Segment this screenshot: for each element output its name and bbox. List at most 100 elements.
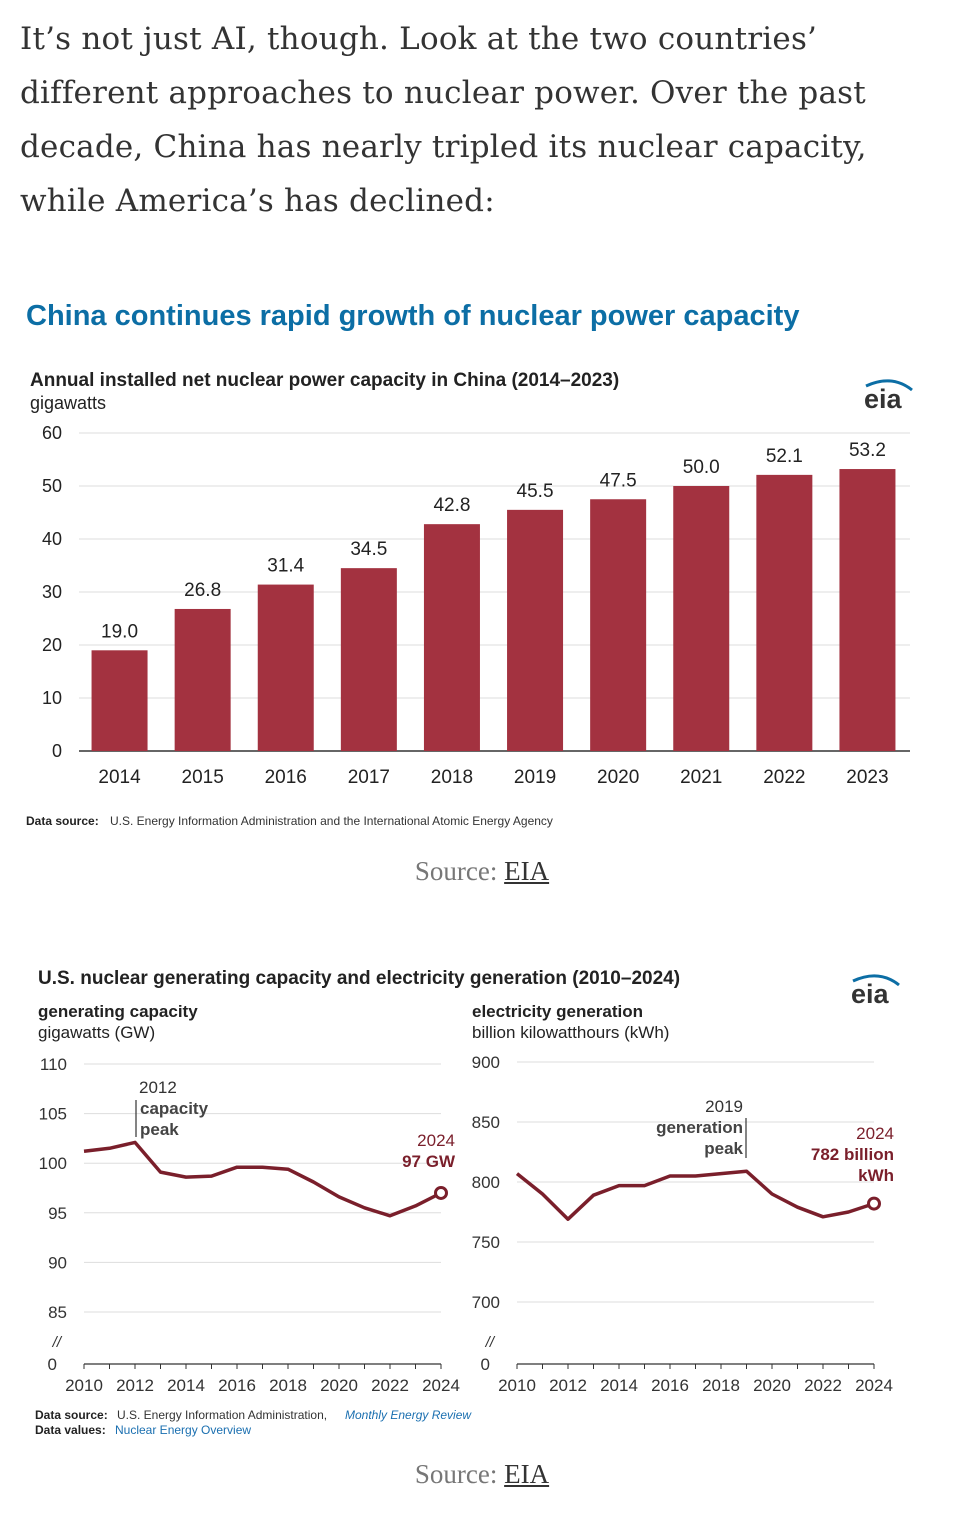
source-link[interactable]: Monthly Energy Review: [345, 1408, 472, 1422]
caption-1: Source: EIA: [0, 856, 964, 887]
data-label: 47.5: [600, 470, 637, 491]
source-link[interactable]: EIA: [504, 856, 550, 886]
x-tick-label: 2010: [65, 1376, 103, 1395]
source-text: U.S. Energy Information Administration a…: [110, 814, 553, 828]
china-capacity-chart: China continues rapid growth of nuclear …: [26, 300, 913, 828]
data-label: 19.0: [101, 621, 138, 642]
left-panel-unit: gigawatts (GW): [38, 1023, 155, 1042]
series-line: [515, 1169, 875, 1221]
annotation-text: peak: [704, 1139, 743, 1158]
eia-logo-arc: [852, 974, 900, 987]
y-tick-label: 60: [42, 423, 62, 443]
y-tick-label: 0: [52, 741, 62, 761]
source-link[interactable]: EIA: [504, 1459, 550, 1489]
source-label: Data source:: [35, 1408, 108, 1422]
y-tick-label: 0: [48, 1355, 57, 1374]
eia-logo: eia: [864, 384, 903, 414]
x-tick-label: 2024: [855, 1376, 893, 1395]
annotation-year: 2012: [139, 1078, 177, 1097]
bar: [839, 469, 896, 751]
x-tick-label: 2015: [182, 767, 224, 788]
values-link[interactable]: Nuclear Energy Overview: [115, 1423, 251, 1437]
x-tick-label: 2010: [498, 1376, 536, 1395]
left-panel-label: generating capacity: [38, 1002, 198, 1021]
y-tick-label: 40: [42, 529, 62, 549]
y-tick-label: 20: [42, 635, 62, 655]
bar: [673, 486, 730, 751]
axis-break: //: [52, 1334, 63, 1351]
annotation-value: 782 billion: [811, 1145, 894, 1164]
data-label: 45.5: [517, 481, 554, 502]
x-tick-label: 2016: [651, 1376, 689, 1395]
x-tick-label: 2019: [514, 767, 556, 788]
right-panel-label: electricity generation: [472, 1002, 643, 1021]
data-label: 50.0: [683, 457, 720, 478]
eia-logo: eia: [851, 979, 890, 1009]
y-tick-label: 105: [39, 1105, 67, 1124]
chart-title: Annual installed net nuclear power capac…: [30, 370, 619, 391]
annotation-value: 97 GW: [402, 1152, 456, 1171]
y-tick-label: 0: [481, 1355, 490, 1374]
annotation-year: 2024: [417, 1131, 455, 1150]
x-tick-label: 2018: [431, 767, 473, 788]
endpoint-marker: [434, 1185, 448, 1200]
x-tick-label: 2022: [371, 1376, 409, 1395]
chart-title: U.S. nuclear generating capacity and ele…: [38, 968, 680, 989]
us-nuclear-chart: U.S. nuclear generating capacity and ele…: [35, 968, 900, 1437]
data-label: 26.8: [184, 580, 221, 601]
x-tick-label: 2022: [763, 767, 805, 788]
y-tick-label: 100: [39, 1154, 67, 1173]
axis-break: //: [485, 1334, 496, 1351]
data-label: 52.1: [766, 446, 803, 467]
annotation-year: 2019: [705, 1097, 743, 1116]
y-tick-label: 110: [40, 1055, 67, 1074]
x-tick-label: 2016: [265, 767, 307, 788]
x-tick-label: 2023: [846, 767, 888, 788]
data-label: 42.8: [433, 495, 470, 516]
x-tick-label: 2016: [218, 1376, 256, 1395]
data-label: 31.4: [267, 556, 304, 577]
y-tick-label: 50: [42, 476, 62, 496]
y-tick-label: 900: [472, 1053, 500, 1072]
bar: [507, 509, 564, 751]
x-tick-label: 2012: [549, 1376, 587, 1395]
x-tick-label: 2020: [597, 767, 639, 788]
values-label: Data values:: [35, 1423, 106, 1437]
bar: [91, 650, 148, 751]
annotation-value: kWh: [858, 1166, 894, 1185]
x-tick-label: 2018: [702, 1376, 740, 1395]
y-tick-label: 95: [48, 1204, 67, 1223]
source-text: U.S. Energy Information Administration,: [117, 1408, 327, 1422]
x-tick-label: 2020: [320, 1376, 358, 1395]
bar: [423, 524, 480, 751]
x-tick-label: 2020: [753, 1376, 791, 1395]
x-tick-label: 2021: [680, 767, 722, 788]
bar: [756, 474, 813, 751]
bar: [340, 568, 397, 751]
y-tick-label: 85: [48, 1303, 67, 1322]
bar: [257, 584, 314, 751]
x-tick-label: 2012: [116, 1376, 154, 1395]
eia-logo-arc: [865, 379, 913, 392]
y-tick-label: 30: [42, 582, 62, 602]
y-tick-label: 10: [42, 688, 62, 708]
article-paragraph: It’s not just AI, though. Look at the tw…: [20, 21, 867, 219]
series-line: [83, 1140, 442, 1218]
caption-prefix: Source:: [414, 1459, 505, 1489]
x-tick-label: 2018: [269, 1376, 307, 1395]
y-tick-label: 750: [472, 1233, 500, 1252]
bar: [174, 608, 231, 751]
bar: [590, 499, 647, 751]
right-panel-unit: billion kilowatthours (kWh): [472, 1023, 669, 1042]
source-label: Data source:: [26, 814, 99, 828]
data-label: 34.5: [350, 539, 387, 560]
y-tick-label: 800: [472, 1173, 500, 1192]
caption-prefix: Source:: [414, 856, 505, 886]
y-tick-label: 90: [48, 1253, 67, 1272]
x-tick-label: 2017: [348, 767, 390, 788]
annotation-year: 2024: [856, 1124, 894, 1143]
y-tick-label: 850: [472, 1113, 500, 1132]
annotation-text: capacity: [140, 1099, 209, 1118]
x-tick-label: 2014: [600, 1376, 638, 1395]
data-label: 53.2: [849, 440, 886, 461]
